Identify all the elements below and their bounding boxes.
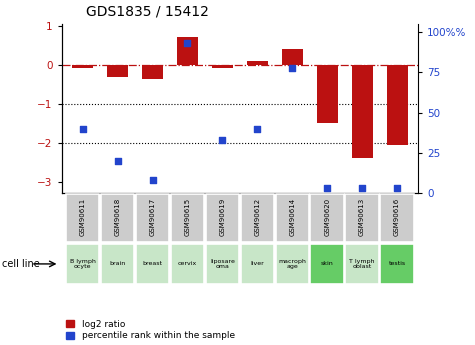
Bar: [247, 61, 268, 65]
Point: [114, 158, 122, 164]
Text: GSM90618: GSM90618: [114, 198, 121, 236]
Legend: log2 ratio, percentile rank within the sample: log2 ratio, percentile rank within the s…: [66, 320, 235, 341]
Bar: [72, 65, 93, 68]
Text: GSM90615: GSM90615: [184, 198, 190, 236]
Bar: [380, 244, 414, 284]
Text: GDS1835 / 15412: GDS1835 / 15412: [86, 5, 209, 19]
Point: [184, 41, 191, 46]
Bar: [136, 194, 169, 242]
Text: GSM90619: GSM90619: [219, 198, 226, 236]
Bar: [101, 244, 134, 284]
Text: T lymph
oblast: T lymph oblast: [350, 258, 375, 269]
Text: breast: breast: [142, 262, 162, 266]
Bar: [317, 65, 338, 123]
Point: [288, 65, 296, 70]
Bar: [240, 244, 274, 284]
Bar: [352, 65, 372, 158]
Text: GSM90611: GSM90611: [80, 198, 86, 236]
Bar: [206, 244, 239, 284]
Text: macroph
age: macroph age: [278, 258, 306, 269]
Bar: [142, 65, 163, 79]
Bar: [345, 244, 379, 284]
Text: cell line: cell line: [2, 259, 40, 269]
Text: GSM90614: GSM90614: [289, 198, 295, 236]
Point: [218, 137, 226, 143]
Point: [254, 126, 261, 131]
Bar: [345, 194, 379, 242]
Point: [323, 186, 331, 191]
Text: cervix: cervix: [178, 262, 197, 266]
Text: brain: brain: [110, 262, 126, 266]
Bar: [107, 65, 128, 77]
Text: B lymph
ocyte: B lymph ocyte: [70, 258, 95, 269]
Text: testis: testis: [389, 262, 406, 266]
Bar: [282, 49, 303, 65]
Text: GSM90612: GSM90612: [254, 198, 260, 236]
Bar: [177, 37, 198, 65]
Point: [358, 186, 366, 191]
Point: [149, 178, 156, 183]
Bar: [171, 194, 204, 242]
Bar: [380, 194, 414, 242]
Text: GSM90616: GSM90616: [394, 198, 400, 236]
Text: liver: liver: [250, 262, 264, 266]
Bar: [311, 244, 344, 284]
Bar: [311, 194, 344, 242]
Bar: [66, 194, 99, 242]
Bar: [206, 194, 239, 242]
Bar: [136, 244, 169, 284]
Text: liposare
oma: liposare oma: [210, 258, 235, 269]
Text: GSM90620: GSM90620: [324, 198, 330, 236]
Bar: [240, 194, 274, 242]
Text: skin: skin: [321, 262, 333, 266]
Point: [393, 186, 401, 191]
Text: GSM90613: GSM90613: [359, 198, 365, 236]
Bar: [212, 65, 233, 68]
Text: GSM90617: GSM90617: [150, 198, 155, 236]
Bar: [387, 65, 408, 145]
Bar: [171, 244, 204, 284]
Bar: [276, 194, 309, 242]
Bar: [276, 244, 309, 284]
Bar: [66, 244, 99, 284]
Point: [79, 126, 86, 131]
Bar: [101, 194, 134, 242]
